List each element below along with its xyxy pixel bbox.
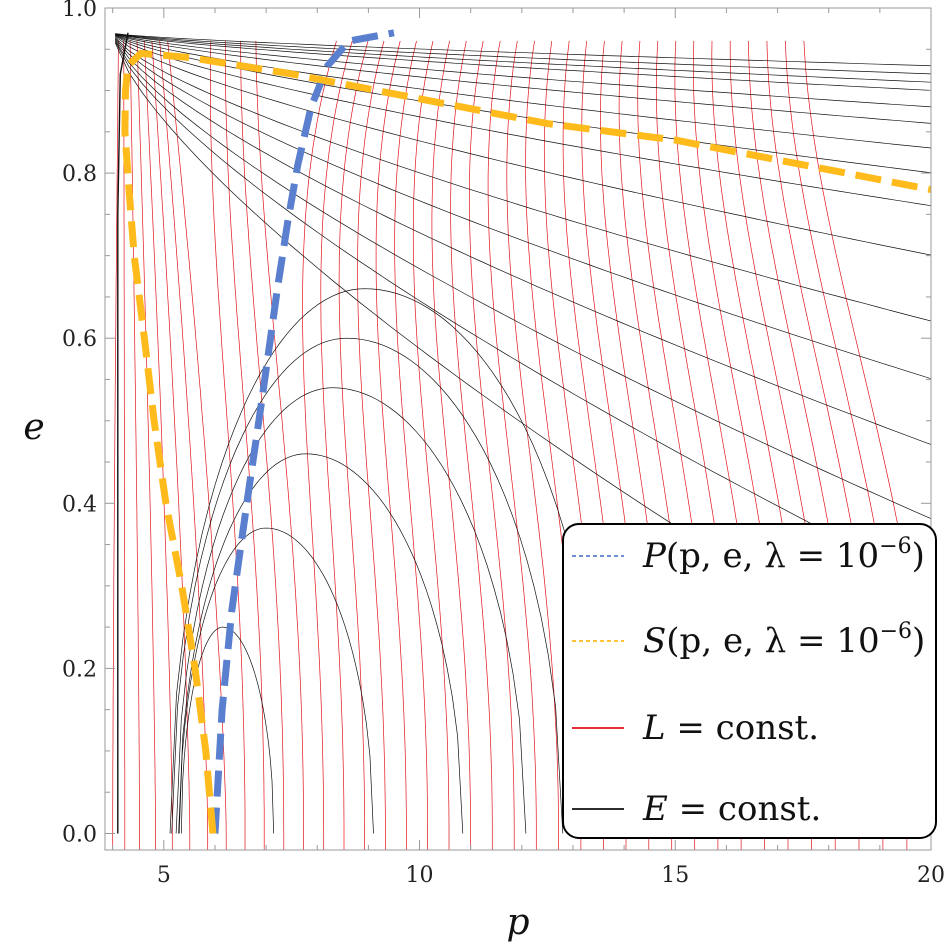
l-const-contour bbox=[210, 40, 246, 850]
e-const-contour bbox=[171, 337, 564, 834]
l-const-contour bbox=[112, 40, 119, 850]
l-const-contour bbox=[431, 40, 471, 850]
l-const-contour bbox=[151, 40, 191, 850]
l-const-contour bbox=[412, 40, 450, 850]
x-tick-label: 20 bbox=[917, 863, 945, 888]
l-const-contour bbox=[136, 40, 156, 850]
e-const-contour bbox=[115, 33, 931, 67]
y-tick-label: 0.4 bbox=[62, 492, 97, 517]
l-const-contour bbox=[123, 41, 126, 850]
l-const-contour bbox=[225, 40, 265, 850]
l-const-contour bbox=[450, 40, 493, 850]
x-tick-label: 15 bbox=[661, 863, 689, 888]
l-const-contour bbox=[240, 40, 285, 850]
e-const-contour bbox=[178, 453, 464, 834]
l-const-contour bbox=[394, 40, 428, 850]
legend-entry-label: S(p, e, λ = 10−6) bbox=[643, 619, 925, 661]
y-tick-label: 0.0 bbox=[62, 822, 97, 847]
l-const-contour bbox=[302, 40, 337, 850]
l-const-contour bbox=[506, 40, 559, 850]
e-const-contour bbox=[115, 33, 931, 108]
e-const-contour bbox=[117, 32, 129, 834]
series-s-curve bbox=[121, 49, 931, 834]
e-const-contour bbox=[175, 387, 527, 834]
l-const-contour bbox=[468, 40, 515, 850]
legend-box bbox=[562, 523, 937, 839]
legend: P(p, e, λ = 10−6) S(p, e, λ = 10−6) L = co… bbox=[562, 523, 937, 839]
l-const-contours bbox=[112, 40, 931, 850]
e-const-contour bbox=[178, 527, 374, 834]
y-tick-label: 0.2 bbox=[62, 657, 97, 682]
l-const-contour bbox=[255, 40, 304, 850]
e-const-contour bbox=[115, 33, 931, 75]
e-const-contour bbox=[169, 288, 606, 834]
legend-entry-label: P(p, e, λ = 10−6) bbox=[642, 534, 925, 576]
l-const-contour bbox=[375, 40, 407, 850]
l-const-contour bbox=[129, 40, 140, 850]
y-tick-label: 0.8 bbox=[62, 162, 97, 187]
l-const-contour bbox=[143, 40, 173, 850]
e-const-contour bbox=[114, 37, 931, 322]
l-const-contour bbox=[338, 40, 369, 850]
y-tick-label: 1.0 bbox=[62, 0, 97, 22]
e-const-contour bbox=[114, 41, 931, 585]
y-axis-title: e bbox=[23, 407, 44, 448]
legend-entry-label: L = const. bbox=[642, 708, 819, 748]
legend-entry-label: E = const. bbox=[642, 789, 821, 829]
e-const-contour bbox=[114, 36, 931, 256]
l-const-contour bbox=[487, 40, 537, 850]
e-const-contour bbox=[115, 34, 931, 174]
y-tick-label: 0.6 bbox=[62, 327, 97, 352]
ticks: 5 10 15 20 0.0 0.2 0.4 0.6 0.8 1.0 bbox=[62, 0, 945, 888]
plot-frame bbox=[104, 7, 932, 851]
l-const-contour bbox=[357, 40, 386, 850]
e-const-contour bbox=[115, 34, 931, 124]
series-p-curve bbox=[211, 29, 395, 834]
e-const-contour bbox=[115, 33, 931, 83]
e-const-contour bbox=[115, 33, 931, 91]
e-const-contour bbox=[115, 35, 931, 207]
x-axis-title: p bbox=[506, 902, 529, 943]
x-tick-label: 10 bbox=[406, 863, 434, 888]
e-const-contour bbox=[114, 40, 931, 520]
e-const-contour bbox=[114, 38, 931, 380]
e-const-contour bbox=[114, 39, 931, 445]
e-const-contours bbox=[114, 32, 931, 834]
series-layer bbox=[121, 29, 931, 834]
x-tick-label: 5 bbox=[157, 863, 171, 888]
l-const-contour bbox=[320, 40, 353, 850]
